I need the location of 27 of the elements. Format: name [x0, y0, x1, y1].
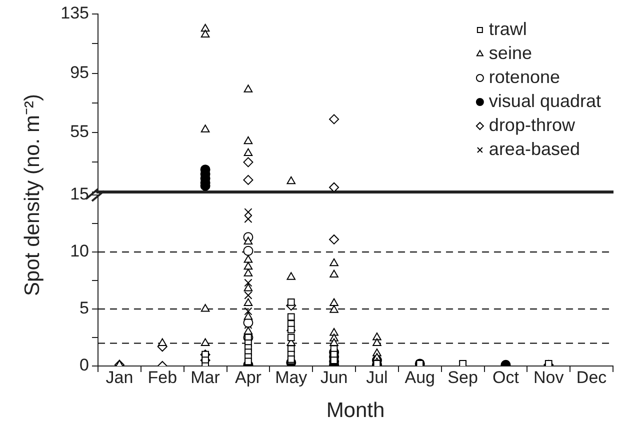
x-tick-label: Jan [106, 368, 134, 387]
x-tick-label: Apr [234, 368, 262, 387]
x-tick-label: May [275, 368, 308, 387]
x-tick-label: Dec [576, 368, 608, 387]
x-axis-title: Month [326, 399, 385, 422]
x-tick-label: Oct [492, 368, 520, 387]
legend-label: drop-throw [488, 114, 576, 135]
legend-label: seine [488, 42, 532, 63]
y-tick-label: 95 [70, 62, 89, 82]
legend-label: area-based [488, 138, 580, 159]
x-tick-label: Aug [404, 368, 435, 387]
y-tick-label: 5 [80, 298, 89, 318]
x-tick-label: Jul [366, 368, 388, 387]
y-axis-title: Spot density (no. m⁻²) [20, 94, 45, 296]
legend-label: visual quadrat [488, 90, 602, 111]
x-tick-label: Mar [190, 368, 220, 387]
x-tick-label: Nov [534, 368, 564, 387]
y-tick-label: 10 [70, 242, 89, 261]
y-tick-label: 0 [80, 356, 89, 375]
x-tick-label: Feb [148, 368, 178, 387]
legend-label: rotenone [488, 66, 560, 87]
x-tick-label: Sep [448, 368, 478, 387]
y-tick-label: 135 [60, 4, 89, 23]
y-tick-label: 15 [70, 184, 89, 204]
y-tick-label: 55 [70, 122, 89, 142]
legend-label: trawl [488, 18, 527, 39]
x-tick-label: Jun [320, 368, 348, 387]
